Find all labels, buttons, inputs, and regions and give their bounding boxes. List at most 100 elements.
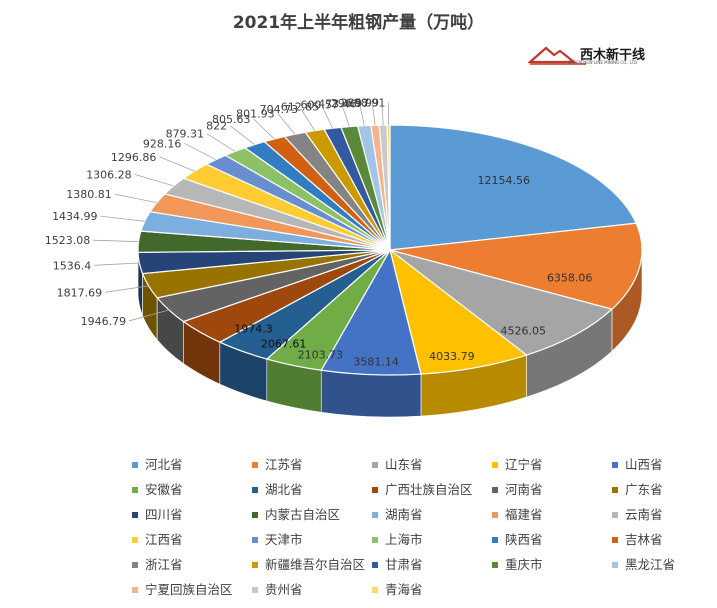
legend-label: 重庆市 bbox=[505, 557, 543, 572]
pie-slice-1[interactable] bbox=[389, 222, 643, 310]
legend-label: 天津市 bbox=[265, 532, 303, 547]
legend-item-25[interactable]: 宁夏回族自治区 bbox=[132, 579, 233, 598]
data-label-17: 879.31 bbox=[166, 128, 205, 141]
legend-item-6[interactable]: 湖北省 bbox=[252, 479, 303, 498]
legend-swatch-icon bbox=[132, 461, 138, 468]
leader-line-10 bbox=[94, 262, 140, 266]
legend-item-11[interactable]: 内蒙古自治区 bbox=[252, 504, 340, 523]
legend-label: 贵州省 bbox=[265, 582, 303, 597]
legend-item-26[interactable]: 贵州省 bbox=[252, 579, 303, 598]
legend-item-0[interactable]: 河北省 bbox=[132, 454, 183, 473]
data-label-3: 4033.79 bbox=[429, 350, 475, 363]
legend-item-2[interactable]: 山东省 bbox=[372, 454, 423, 473]
data-label-22: 612.85 bbox=[281, 100, 320, 113]
pie-slice-27[interactable] bbox=[386, 124, 391, 251]
data-label-4: 3581.14 bbox=[353, 356, 399, 369]
leader-line-17 bbox=[206, 133, 236, 152]
legend-label: 辽宁省 bbox=[505, 457, 543, 472]
legend-item-18[interactable]: 陕西省 bbox=[492, 529, 543, 548]
data-labels: 12154.56 6358.06 4526.05 4033.79 3581.14 2103… bbox=[45, 97, 593, 369]
legend-item-4[interactable]: 山西省 bbox=[612, 454, 663, 473]
legend-item-8[interactable]: 河南省 bbox=[492, 479, 543, 498]
legend-swatch-icon bbox=[612, 536, 618, 543]
legend-swatch-icon bbox=[372, 536, 378, 543]
legend-swatch-icon bbox=[132, 486, 138, 493]
legend-swatch-icon bbox=[132, 586, 138, 593]
legend-label: 陕西省 bbox=[505, 532, 543, 547]
legend-swatch-icon bbox=[372, 461, 378, 468]
legend-item-27[interactable]: 青海省 bbox=[372, 579, 423, 598]
legend-swatch-icon bbox=[612, 561, 618, 568]
legend-item-10[interactable]: 四川省 bbox=[132, 504, 183, 523]
leader-line-13 bbox=[114, 193, 157, 204]
legend-label: 广西壮族自治区 bbox=[385, 482, 473, 497]
legend-label: 福建省 bbox=[505, 507, 543, 522]
legend-item-3[interactable]: 辽宁省 bbox=[492, 454, 543, 473]
legend-item-20[interactable]: 浙江省 bbox=[132, 554, 183, 573]
legend-label: 湖北省 bbox=[265, 482, 303, 497]
legend-label: 上海市 bbox=[385, 532, 423, 547]
leader-line-9 bbox=[105, 285, 149, 293]
legend-item-24[interactable]: 黑龙江省 bbox=[612, 554, 675, 573]
leader-line-19 bbox=[253, 118, 275, 140]
legend-item-16[interactable]: 天津市 bbox=[252, 529, 303, 548]
legend-item-14[interactable]: 云南省 bbox=[612, 504, 663, 523]
legend-swatch-icon bbox=[492, 511, 498, 518]
legend-item-19[interactable]: 吉林省 bbox=[612, 529, 663, 548]
legend-item-22[interactable]: 甘肃省 bbox=[372, 554, 423, 573]
pie-slice-3[interactable] bbox=[389, 248, 528, 375]
legend-label: 四川省 bbox=[145, 507, 183, 522]
legend-item-15[interactable]: 江西省 bbox=[132, 529, 183, 548]
legend-item-21[interactable]: 新疆维吾尔自治区 bbox=[252, 554, 365, 573]
pie-top bbox=[137, 124, 643, 376]
data-label-18: 822 bbox=[206, 120, 227, 133]
legend-item-5[interactable]: 安徽省 bbox=[132, 479, 183, 498]
legend-label: 宁夏回族自治区 bbox=[145, 582, 233, 597]
legend-label: 青海省 bbox=[385, 582, 423, 597]
leader-line-25 bbox=[371, 102, 376, 126]
data-label-24: 473.46 bbox=[318, 97, 357, 110]
chart-title: 2021年上半年粗钢产量（万吨） bbox=[232, 13, 485, 33]
data-label-6: 2067.61 bbox=[261, 337, 307, 350]
legend-label: 云南省 bbox=[625, 507, 663, 522]
legend-item-9[interactable]: 广东省 bbox=[612, 479, 663, 498]
leader-line-20 bbox=[277, 113, 296, 135]
data-label-12: 1434.99 bbox=[52, 210, 98, 223]
leader-line-26 bbox=[381, 102, 384, 126]
legend-label: 河南省 bbox=[505, 482, 543, 497]
data-label-16: 928.16 bbox=[143, 137, 182, 150]
legend-item-17[interactable]: 上海市 bbox=[372, 529, 423, 548]
leader-line-24 bbox=[359, 103, 365, 126]
data-label-21: 704.73 bbox=[260, 103, 299, 116]
legend-label: 甘肃省 bbox=[385, 557, 423, 572]
leader-line-15 bbox=[159, 156, 195, 172]
pie-slice-2[interactable] bbox=[389, 249, 614, 356]
legend-swatch-icon bbox=[612, 486, 618, 493]
data-label-26: 285.99 bbox=[340, 97, 379, 110]
legend-swatch-icon bbox=[132, 536, 138, 543]
legend-swatch-icon bbox=[132, 561, 138, 568]
legend-item-13[interactable]: 福建省 bbox=[492, 504, 543, 523]
data-label-27: 98.91 bbox=[354, 97, 386, 110]
legend-swatch-icon bbox=[252, 561, 258, 568]
data-label-5: 2103.73 bbox=[298, 349, 344, 362]
legend-swatch-icon bbox=[252, 461, 258, 468]
legend-swatch-icon bbox=[492, 561, 498, 568]
data-label-7: 1974.3 bbox=[234, 323, 273, 336]
legend-label: 广东省 bbox=[625, 482, 663, 497]
legend-item-23[interactable]: 重庆市 bbox=[492, 554, 543, 573]
legend-item-12[interactable]: 湖南省 bbox=[372, 504, 423, 523]
legend-label: 湖南省 bbox=[385, 507, 423, 522]
leader-line-18 bbox=[229, 125, 255, 145]
legend-swatch-icon bbox=[612, 461, 618, 468]
legend-label: 浙江省 bbox=[145, 557, 183, 572]
legend-swatch-icon bbox=[252, 486, 258, 493]
data-label-8: 1946.79 bbox=[81, 315, 127, 328]
legend-item-1[interactable]: 江苏省 bbox=[252, 454, 303, 473]
pie-slice-0[interactable] bbox=[389, 124, 638, 251]
legend-swatch-icon bbox=[492, 461, 498, 468]
brand-logo: 西木新干线 GREEN NEW LINE MINING CO., LTD bbox=[528, 42, 668, 68]
legend-item-7[interactable]: 广西壮族自治区 bbox=[372, 479, 473, 498]
data-label-13: 1380.81 bbox=[66, 188, 112, 201]
leader-line-22 bbox=[321, 106, 333, 129]
